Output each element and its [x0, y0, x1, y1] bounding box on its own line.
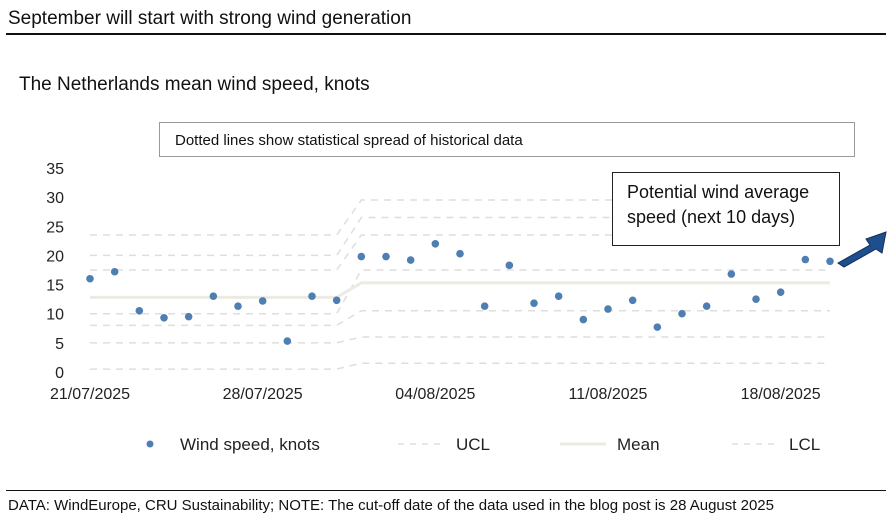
wind-speed-point [332, 296, 341, 305]
wind-speed-point [826, 257, 834, 266]
wind-speed-point [702, 302, 711, 310]
x-tick-label: 18/08/2025 [741, 386, 821, 403]
spread-note-text: Dotted lines show statistical spread of … [175, 132, 523, 149]
spread-band-line [90, 234, 830, 271]
chart-title: The Netherlands mean wind speed, knots [19, 74, 370, 95]
wind-speed-point [406, 256, 415, 264]
wind-speed-point [160, 313, 168, 322]
footer-divider [6, 490, 886, 491]
legend: Wind speed, knots UCL Mean LCL [146, 435, 820, 454]
wind-speed-point [308, 292, 316, 301]
y-tick-label: 30 [46, 190, 64, 207]
wind-speed-point [382, 252, 390, 261]
forecast-arrow-shape [837, 231, 887, 268]
spread-band-line [90, 310, 830, 327]
wind-speed-point [628, 296, 637, 305]
wind-speed-point [110, 267, 119, 276]
spread-band-line [90, 362, 830, 370]
spread-band-line [90, 199, 830, 236]
spread-band-line [90, 216, 830, 257]
wind-speed-point [727, 270, 736, 278]
mean-line [90, 281, 830, 299]
forecast-text-line-2: speed (next 10 days) [627, 207, 796, 227]
wind-speed-point [554, 292, 563, 301]
y-tick-label: 10 [46, 307, 64, 324]
x-tick-label: 28/07/2025 [223, 386, 303, 403]
wind-speed-point [283, 337, 292, 345]
y-tick-label: 20 [46, 248, 64, 265]
forecast-text-line-1: Potential wind average [627, 182, 810, 202]
wind-speed-point [209, 292, 218, 301]
spread-bands [90, 199, 830, 370]
legend-mean-label: Mean [617, 435, 660, 454]
y-tick-label: 15 [46, 278, 64, 295]
legend-wind-speed-label: Wind speed, knots [180, 435, 320, 454]
x-tick-label: 21/07/2025 [50, 386, 130, 403]
spread-note-box: Dotted lines show statistical spread of … [159, 122, 855, 157]
wind-speed-point [653, 323, 662, 331]
forecast-arrow [837, 231, 887, 268]
source-footnote: DATA: WindEurope, CRU Sustainability; NO… [8, 497, 774, 514]
y-tick-label: 5 [55, 336, 64, 353]
legend-ucl-label: UCL [456, 435, 490, 454]
wind-speed-point [135, 307, 144, 315]
spread-band-line [90, 336, 830, 344]
wind-speed-point [579, 315, 588, 324]
forecast-callout: Potential wind average speed (next 10 da… [612, 172, 840, 246]
wind-speed-chart: 0 5 10 15 20 25 30 35 21/07/2025 28/07/2025 04/08… [46, 161, 887, 454]
x-tick-label: 11/08/2025 [569, 386, 648, 403]
spread-band-line [90, 269, 830, 315]
wind-speed-point [234, 302, 242, 310]
wind-speed-point [480, 302, 489, 310]
y-tick-label: 0 [55, 365, 64, 382]
wind-speed-point [678, 309, 686, 318]
wind-speed-point [258, 297, 267, 305]
wind-speed-point [801, 255, 810, 264]
wind-speed-point [184, 312, 193, 321]
wind-speed-point [86, 274, 94, 283]
header-divider [6, 33, 886, 35]
wind-speed-point [431, 239, 440, 248]
y-axis-ticks: 0 5 10 15 20 25 30 35 [46, 161, 64, 382]
x-axis-ticks: 21/07/2025 28/07/2025 04/08/2025 11/08/2025… [50, 386, 821, 403]
legend-lcl-label: LCL [789, 435, 820, 454]
y-tick-label: 35 [46, 161, 64, 178]
wind-speed-point [357, 252, 366, 261]
header-title: September will start with strong wind ge… [8, 8, 412, 29]
wind-speed-point [530, 299, 538, 308]
wind-speed-point [456, 249, 464, 258]
wind-speed-point [776, 288, 785, 296]
legend-wind-speed-marker [146, 440, 154, 448]
mean-line-layer [90, 281, 830, 299]
data-points [86, 239, 834, 345]
wind-speed-point [604, 305, 612, 313]
y-tick-label: 25 [46, 219, 64, 236]
wind-speed-point [752, 295, 760, 303]
wind-speed-point [505, 261, 514, 270]
x-tick-label: 04/08/2025 [395, 386, 475, 403]
